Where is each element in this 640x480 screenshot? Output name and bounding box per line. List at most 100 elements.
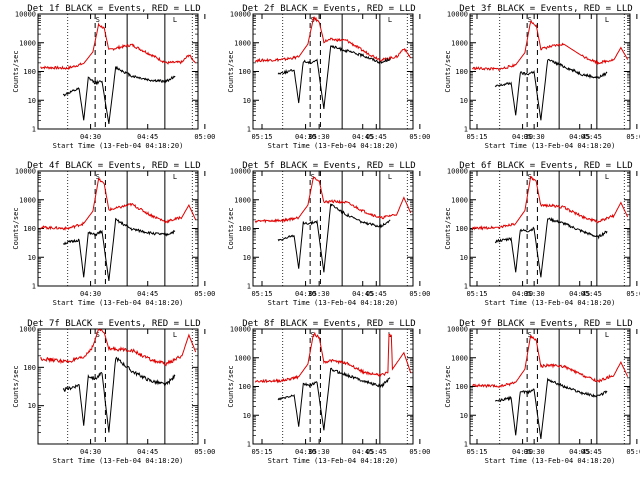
panel-title: Det 2f BLACK = Events, RED = LLD <box>242 4 415 14</box>
x-tick-label: 04:30 <box>295 290 316 298</box>
x-tick-label: 04:45 <box>352 133 373 141</box>
y-axis-label: Counts/sec <box>227 50 235 92</box>
x-tick-label: 05:00 <box>409 290 430 298</box>
y-tick-label: 1 <box>247 441 251 449</box>
plot-frame <box>37 13 199 130</box>
plot-frame <box>469 13 631 130</box>
y-tick-label: 10000 <box>15 168 36 176</box>
y-tick-label: 10 <box>243 412 251 420</box>
y-tick-label: 100 <box>23 364 36 372</box>
y-tick-label: 10000 <box>447 326 468 334</box>
y-tick-label: 1 <box>247 283 251 291</box>
x-tick-label: 04:45 <box>569 290 590 298</box>
x-tick-label: 05:00 <box>626 290 640 298</box>
x-tick-label: 04:45 <box>137 290 158 298</box>
y-tick-label: 1 <box>464 126 468 134</box>
x-tick-label: 04:45 <box>352 448 373 456</box>
events-series-line <box>494 216 608 278</box>
x-tick-label: 05:45 <box>581 290 602 298</box>
plot-frame <box>252 13 414 130</box>
y-tick-label: 1000 <box>19 196 36 204</box>
y-tick-label: 100 <box>238 225 251 233</box>
flag-label: S <box>311 331 315 339</box>
detector-panel: Det 1f BLACK = Events, RED = LLD11010010… <box>12 4 387 150</box>
flag-label: L <box>605 331 609 339</box>
x-tick-label: 04:30 <box>512 448 533 456</box>
x-axis-label: Start Time (13-Feb-04 04:18:20) <box>485 142 616 150</box>
y-tick-label: 1000 <box>234 354 251 362</box>
flag-label: L <box>388 173 392 181</box>
events-series-line <box>494 377 608 439</box>
x-tick-label: 05:30 <box>309 133 330 141</box>
x-tick-label: 05:00 <box>409 448 430 456</box>
panel-title: Det 8f BLACK = Events, RED = LLD <box>242 319 415 329</box>
y-tick-label: 10 <box>28 254 36 262</box>
x-axis-label: Start Time (13-Feb-04 04:18:20) <box>485 457 616 465</box>
y-axis-label: Counts/sec <box>227 365 235 407</box>
x-tick-label: 05:45 <box>581 133 602 141</box>
y-tick-label: 10 <box>243 97 251 105</box>
x-axis-label: Start Time (13-Feb-04 04:18:20) <box>268 142 399 150</box>
panel-title: Det 7f BLACK = Events, RED = LLD <box>27 319 200 329</box>
x-tick-label: 05:00 <box>626 448 640 456</box>
events-series-line <box>62 217 176 281</box>
detector-panel: Det 5f BLACK = Events, RED = LLD11010010… <box>227 161 602 307</box>
y-tick-label: 10 <box>243 254 251 262</box>
y-tick-label: 1 <box>247 126 251 134</box>
flag-label: L <box>173 331 177 339</box>
y-tick-label: 1 <box>32 283 36 291</box>
panel-title: Det 4f BLACK = Events, RED = LLD <box>27 161 200 171</box>
flag-label: S <box>311 173 315 181</box>
lld-series-line <box>472 335 629 389</box>
y-tick-label: 1000 <box>234 196 251 204</box>
events-series-line <box>62 65 176 124</box>
x-tick-label: 05:00 <box>194 448 215 456</box>
flag-label: S <box>96 331 100 339</box>
y-tick-label: 1000 <box>19 326 36 334</box>
events-series-line <box>277 203 391 273</box>
lld-series-line <box>471 19 629 72</box>
y-tick-label: 1000 <box>451 354 468 362</box>
detector-panel: Det 2f BLACK = Events, RED = LLD11010010… <box>227 4 602 150</box>
flag-label: S <box>528 173 532 181</box>
y-tick-label: 100 <box>238 68 251 76</box>
events-series-line <box>277 44 391 109</box>
detector-panel: Det 3f BLACK = Events, RED = LLD 1 10 100 10… <box>444 4 640 150</box>
x-tick-label: 05:45 <box>366 448 387 456</box>
x-tick-label: 05:45 <box>581 448 602 456</box>
y-axis-label: Counts/sec <box>12 365 20 407</box>
events-series-line <box>494 58 608 121</box>
flag-label: L <box>605 173 609 181</box>
lld-series-line <box>254 16 412 63</box>
x-tick-label: 04:45 <box>137 448 158 456</box>
flag-label: L <box>605 16 609 24</box>
x-tick-label: 04:45 <box>569 448 590 456</box>
x-tick-label: 04:45 <box>137 133 158 141</box>
x-tick-label: 05:45 <box>366 133 387 141</box>
y-tick-label: 1000 <box>234 39 251 47</box>
y-axis-label: Counts/sec <box>227 207 235 249</box>
y-axis-label: Counts/sec <box>444 207 452 249</box>
y-tick-label: 1 <box>32 126 36 134</box>
x-tick-label: 04:30 <box>295 448 316 456</box>
flag-label: S <box>96 16 100 24</box>
y-tick-label: 100 <box>23 68 36 76</box>
flag-label: S <box>528 331 532 339</box>
x-axis-label: Start Time (13-Feb-04 04:18:20) <box>53 142 184 150</box>
flag-label: S <box>96 173 100 181</box>
y-axis-label: Counts/sec <box>444 50 452 92</box>
detector-panel: Det 6f BLACK = Events, RED = LLD 1 10 100 10… <box>444 161 640 307</box>
y-tick-label: 10 <box>460 412 468 420</box>
lld-series-line <box>471 175 629 231</box>
y-tick-label: 1 <box>464 283 468 291</box>
lld-series-line <box>40 328 197 367</box>
flag-label: S <box>528 16 532 24</box>
events-series-line <box>277 367 391 431</box>
panel-title: Det 3f BLACK = Events, RED = LLD <box>459 4 632 14</box>
x-tick-label: 05:30 <box>309 290 330 298</box>
y-axis-label: Counts/sec <box>12 50 20 92</box>
y-tick-label: 1 <box>464 441 468 449</box>
panel-title: Det 6f BLACK = Events, RED = LLD <box>459 161 632 171</box>
flag-label: L <box>173 16 177 24</box>
